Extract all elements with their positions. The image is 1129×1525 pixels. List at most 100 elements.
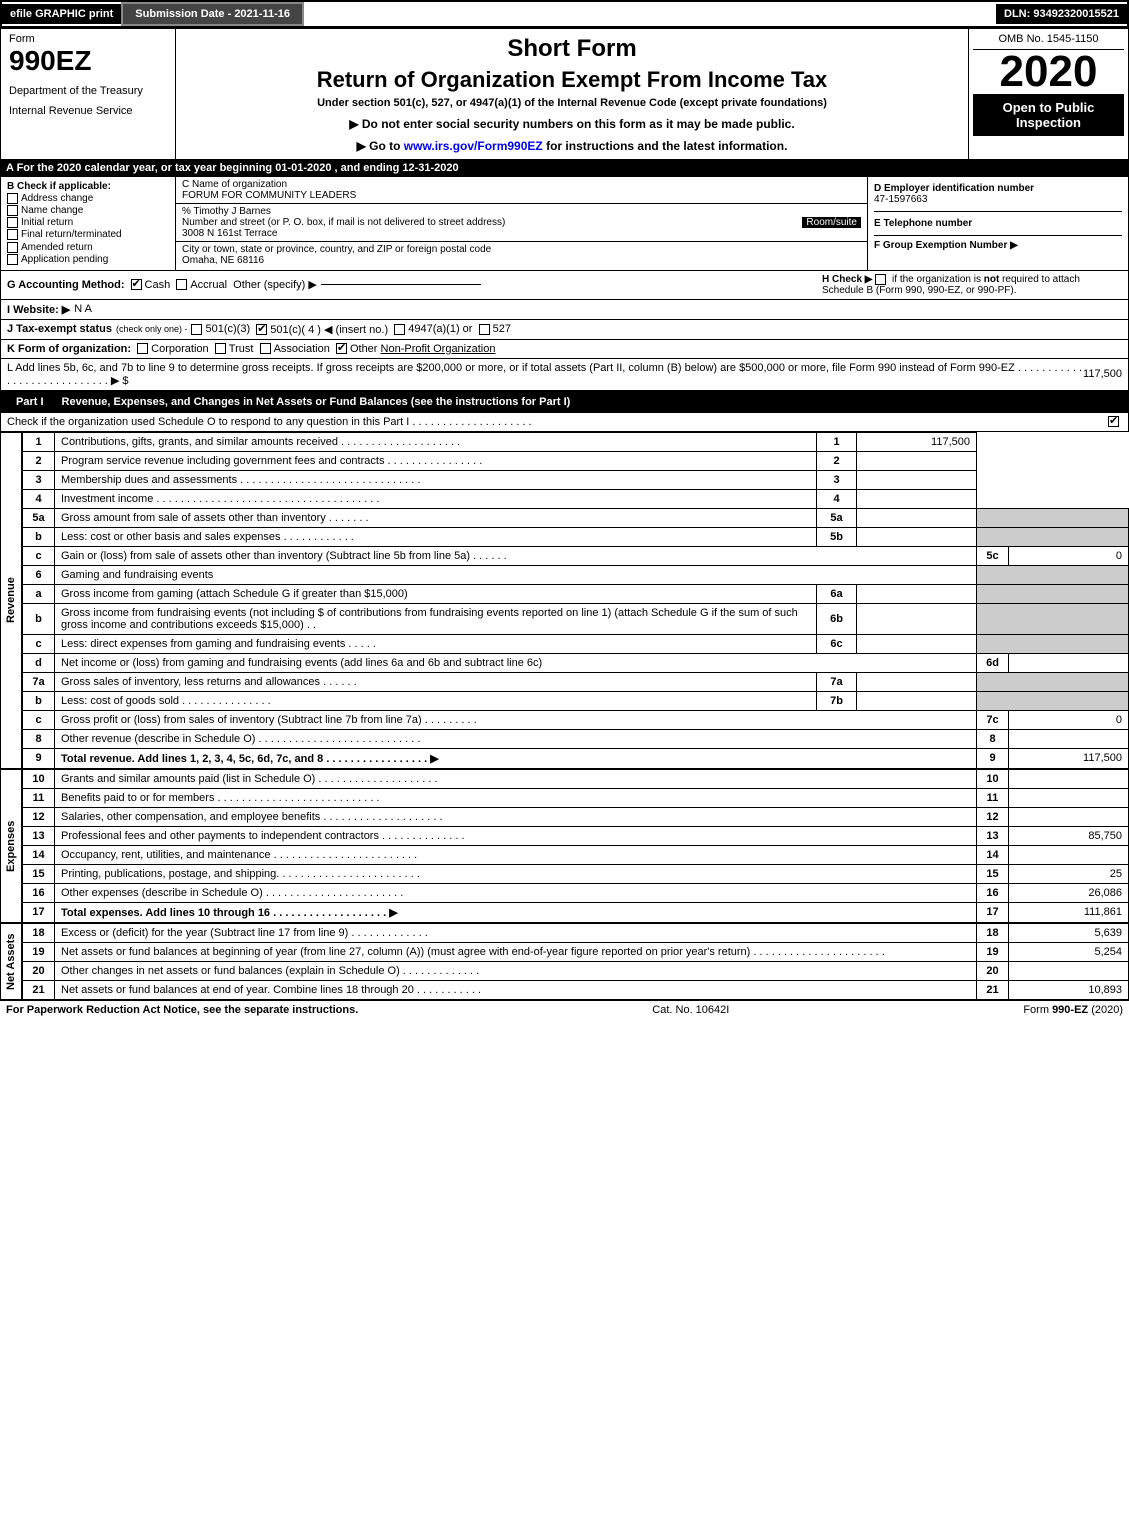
section-h: H Check ▶ if the organization is not req…: [822, 274, 1122, 296]
hint-check-one: (check only one) -: [116, 324, 188, 334]
title-block: Short Form Return of Organization Exempt…: [176, 29, 968, 159]
footer-left: For Paperwork Reduction Act Notice, see …: [6, 1004, 358, 1016]
open-to-public: Open to Public Inspection: [973, 94, 1124, 136]
ssn-warning: ▶ Do not enter social security numbers o…: [188, 117, 956, 131]
label-ein: D Employer identification number: [874, 183, 1122, 194]
label-accounting-method: G Accounting Method:: [7, 279, 125, 291]
chk-cash[interactable]: [131, 279, 142, 290]
line-5c: cGain or (loss) from sale of assets othe…: [23, 546, 1129, 565]
section-b-title: B Check if applicable:: [7, 181, 169, 192]
main-title: Return of Organization Exempt From Incom…: [188, 67, 956, 93]
section-a-period: A For the 2020 calendar year, or tax yea…: [0, 160, 1129, 176]
chk-schedule-b-not-required[interactable]: [875, 274, 886, 285]
row-g-h: G Accounting Method: Cash Accrual Other …: [0, 271, 1129, 300]
chk-4947a1[interactable]: [394, 324, 405, 335]
city-state-zip: Omaha, NE 68116: [182, 255, 861, 266]
efile-print-label[interactable]: efile GRAPHIC print: [2, 4, 121, 24]
page-footer: For Paperwork Reduction Act Notice, see …: [0, 1000, 1129, 1019]
short-form-title: Short Form: [188, 35, 956, 63]
form-header: Form 990EZ Department of the Treasury In…: [0, 28, 1129, 160]
dept-irs: Internal Revenue Service: [9, 105, 167, 117]
sidelabel-revenue: Revenue: [0, 432, 22, 769]
chk-name-change[interactable]: Name change: [7, 205, 169, 216]
instructions-link[interactable]: www.irs.gov/Form990EZ: [404, 139, 543, 153]
chk-527[interactable]: [479, 324, 490, 335]
form-number-block: Form 990EZ Department of the Treasury In…: [1, 29, 176, 159]
line-20: 20Other changes in net assets or fund ba…: [23, 961, 1129, 980]
line-6: 6Gaming and fundraising events: [23, 565, 1129, 584]
other-org-value: Non-Profit Organization: [381, 343, 496, 355]
net-assets-section: Net Assets 18Excess or (deficit) for the…: [0, 923, 1129, 1000]
line-13: 13Professional fees and other payments t…: [23, 826, 1129, 845]
expenses-section: Expenses 10Grants and similar amounts pa…: [0, 769, 1129, 923]
footer-center: Cat. No. 10642I: [652, 1004, 729, 1016]
line-6d: dNet income or (loss) from gaming and fu…: [23, 653, 1129, 672]
care-of: % Timothy J Barnes: [182, 206, 861, 217]
label-tax-exempt: J Tax-exempt status: [7, 323, 112, 335]
part-i-check-line: Check if the organization used Schedule …: [0, 413, 1129, 432]
section-c-org-info: C Name of organization FORUM FOR COMMUNI…: [176, 177, 868, 270]
chk-other-org[interactable]: [336, 343, 347, 354]
label-address: Number and street (or P. O. box, if mail…: [182, 217, 802, 228]
chk-501c3[interactable]: [191, 324, 202, 335]
l-value: 117,500: [1083, 368, 1122, 380]
chk-final-return[interactable]: Final return/terminated: [7, 229, 169, 240]
expenses-table: 10Grants and similar amounts paid (list …: [22, 769, 1129, 923]
label-room: Room/suite: [802, 217, 861, 228]
line-17: 17Total expenses. Add lines 10 through 1…: [23, 902, 1129, 922]
net-assets-table: 18Excess or (deficit) for the year (Subt…: [22, 923, 1129, 1000]
sidelabel-expenses: Expenses: [0, 769, 22, 923]
chk-corporation[interactable]: [137, 343, 148, 354]
chk-501c[interactable]: [256, 324, 267, 335]
entity-info-grid: B Check if applicable: Address change Na…: [0, 176, 1129, 271]
line-7c: cGross profit or (loss) from sales of in…: [23, 710, 1129, 729]
revenue-table: 1Contributions, gifts, grants, and simil…: [22, 432, 1129, 769]
line-5b: bLess: cost or other basis and sales exp…: [23, 527, 1129, 546]
line-15: 15Printing, publications, postage, and s…: [23, 864, 1129, 883]
label-website: I Website: ▶: [7, 303, 70, 316]
other-method-input[interactable]: [321, 284, 481, 285]
footer-right: Form 990-EZ (2020): [1023, 1004, 1123, 1016]
chk-address-change[interactable]: Address change: [7, 193, 169, 204]
org-name: FORUM FOR COMMUNITY LEADERS: [182, 190, 861, 201]
line-11: 11Benefits paid to or for members . . . …: [23, 788, 1129, 807]
dept-treasury: Department of the Treasury: [9, 85, 167, 97]
line-4: 4Investment income . . . . . . . . . . .…: [23, 489, 1129, 508]
tax-year: 2020: [973, 50, 1124, 94]
label-group-exemption: F Group Exemption Number ▶: [874, 240, 1122, 251]
line-7b: bLess: cost of goods sold . . . . . . . …: [23, 691, 1129, 710]
chk-trust[interactable]: [215, 343, 226, 354]
line-7a: 7aGross sales of inventory, less returns…: [23, 672, 1129, 691]
chk-application-pending[interactable]: Application pending: [7, 254, 169, 265]
line-5a: 5aGross amount from sale of assets other…: [23, 508, 1129, 527]
chk-association[interactable]: [260, 343, 271, 354]
dln-label: DLN: 93492320015521: [996, 4, 1127, 24]
line-19: 19Net assets or fund balances at beginni…: [23, 942, 1129, 961]
row-j-tax-exempt: J Tax-exempt status (check only one) - 5…: [0, 320, 1129, 340]
row-i-website: I Website: ▶ N A: [0, 300, 1129, 320]
line-6c: cLess: direct expenses from gaming and f…: [23, 634, 1129, 653]
instructions-line: ▶ Go to www.irs.gov/Form990EZ for instru…: [188, 139, 956, 153]
revenue-section: Revenue 1Contributions, gifts, grants, a…: [0, 432, 1129, 769]
row-k-form-of-org: K Form of organization: Corporation Trus…: [0, 340, 1129, 359]
line-21: 21Net assets or fund balances at end of …: [23, 980, 1129, 999]
line-8: 8Other revenue (describe in Schedule O) …: [23, 729, 1129, 748]
chk-initial-return[interactable]: Initial return: [7, 217, 169, 228]
chk-schedule-o-used[interactable]: [1108, 416, 1119, 427]
label-org-name: C Name of organization: [182, 179, 861, 190]
form-number: 990EZ: [9, 45, 167, 77]
l-text: L Add lines 5b, 6c, and 7b to line 9 to …: [7, 362, 1083, 387]
line-1: 1Contributions, gifts, grants, and simil…: [23, 432, 1129, 451]
top-bar: efile GRAPHIC print Submission Date - 20…: [0, 0, 1129, 28]
section-b-checkboxes: B Check if applicable: Address change Na…: [1, 177, 176, 270]
street-address: 3008 N 161st Terrace: [182, 228, 861, 239]
line-16: 16Other expenses (describe in Schedule O…: [23, 883, 1129, 902]
chk-accrual[interactable]: [176, 279, 187, 290]
chk-amended-return[interactable]: Amended return: [7, 242, 169, 253]
year-block: OMB No. 1545-1150 2020 Open to Public In…: [968, 29, 1128, 159]
line-6a: aGross income from gaming (attach Schedu…: [23, 584, 1129, 603]
row-l-gross-receipts: L Add lines 5b, 6c, and 7b to line 9 to …: [0, 359, 1129, 391]
ein-value: 47-1597663: [874, 194, 1122, 205]
label-h: H Check ▶: [822, 274, 872, 285]
line-10: 10Grants and similar amounts paid (list …: [23, 769, 1129, 788]
